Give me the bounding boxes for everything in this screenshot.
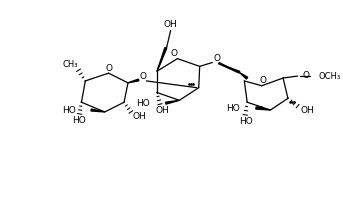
Text: HO: HO xyxy=(62,106,75,114)
Text: HO: HO xyxy=(73,116,86,125)
Polygon shape xyxy=(128,79,139,83)
Text: OH: OH xyxy=(156,106,170,116)
Polygon shape xyxy=(166,100,179,104)
Text: O: O xyxy=(105,64,112,73)
Text: HO: HO xyxy=(226,104,239,113)
Text: OH: OH xyxy=(164,20,177,29)
Text: CH₃: CH₃ xyxy=(62,60,78,69)
Text: HO: HO xyxy=(239,117,253,126)
Polygon shape xyxy=(218,63,240,73)
Text: OCH₃: OCH₃ xyxy=(319,72,341,81)
Polygon shape xyxy=(91,109,105,112)
Text: HO: HO xyxy=(137,99,150,108)
Text: O: O xyxy=(303,71,310,80)
Text: O: O xyxy=(214,54,221,63)
Text: OH: OH xyxy=(300,106,314,116)
Text: O: O xyxy=(171,49,178,58)
Polygon shape xyxy=(240,73,248,79)
Polygon shape xyxy=(157,48,167,71)
Text: OH: OH xyxy=(133,112,146,121)
Polygon shape xyxy=(256,107,271,110)
Text: O: O xyxy=(259,76,266,85)
Text: O: O xyxy=(140,72,147,81)
